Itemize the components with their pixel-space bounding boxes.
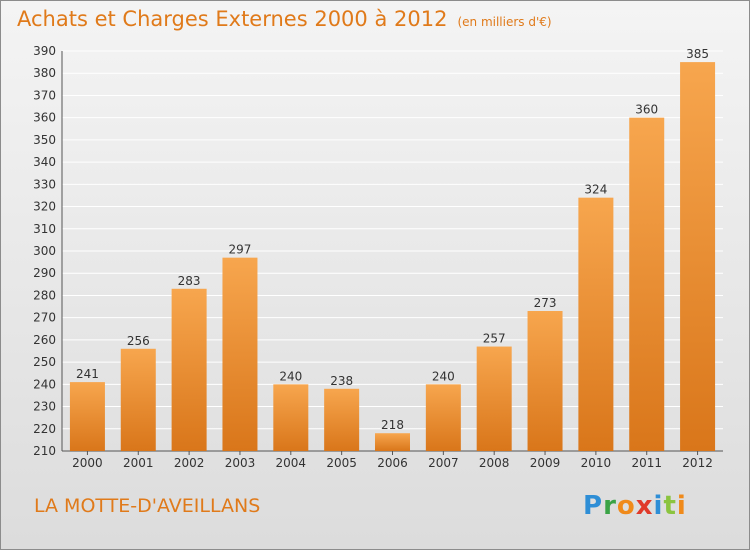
bar bbox=[476, 346, 512, 451]
data-label: 240 bbox=[432, 369, 455, 383]
x-tick-label: 2007 bbox=[428, 456, 459, 470]
data-label: 218 bbox=[381, 418, 404, 432]
logo-letter: r bbox=[603, 491, 617, 521]
x-tick-label: 2012 bbox=[682, 456, 713, 470]
commune-name: LA MOTTE-D'AVEILLANS bbox=[34, 495, 261, 517]
bar bbox=[324, 388, 360, 451]
x-tick-label: 2001 bbox=[123, 456, 154, 470]
data-label: 324 bbox=[584, 183, 607, 197]
bar bbox=[69, 382, 105, 451]
y-tick-label: 300 bbox=[33, 244, 56, 258]
bar bbox=[273, 384, 309, 451]
x-tick-label: 2006 bbox=[377, 456, 408, 470]
x-tick-labels: 2000 2001 2002 2003 2004 2005 2006 2007 2008 2009… bbox=[72, 451, 713, 470]
x-tick-label: 2000 bbox=[72, 456, 103, 470]
x-tick-label: 2004 bbox=[276, 456, 307, 470]
chart-title-text: Achats et Charges Externes 2000 à 2012 bbox=[17, 7, 448, 31]
data-label: 283 bbox=[178, 274, 201, 288]
data-label: 241 bbox=[76, 367, 99, 381]
y-tick-label: 390 bbox=[33, 44, 56, 58]
bar bbox=[578, 197, 614, 451]
data-labels: 241 256 283 297 240 238 218 240 257 273 324 360 385 bbox=[76, 47, 709, 432]
y-tick-label: 270 bbox=[33, 311, 56, 325]
y-tick-label: 310 bbox=[33, 222, 56, 236]
y-tick-label: 220 bbox=[33, 422, 56, 436]
y-tick-label: 210 bbox=[33, 444, 56, 458]
y-tick-label: 330 bbox=[33, 177, 56, 191]
logo-letter: x bbox=[635, 491, 654, 521]
chart-title: Achats et Charges Externes 2000 à 2012 (e… bbox=[17, 7, 552, 31]
x-tick-label: 2011 bbox=[631, 456, 662, 470]
chart-unit: (en milliers d'€) bbox=[457, 15, 552, 29]
data-label: 385 bbox=[686, 47, 709, 61]
y-tick-label: 320 bbox=[33, 200, 56, 214]
y-tick-label: 280 bbox=[33, 288, 56, 302]
y-tick-label: 370 bbox=[33, 88, 56, 102]
y-tick-labels: 210 220 230 240 250 260 270 280 290 300 310 320 330 3… bbox=[33, 44, 56, 458]
y-tick-label: 360 bbox=[33, 111, 56, 125]
bar bbox=[120, 348, 156, 451]
logo-letter: P bbox=[583, 491, 604, 521]
data-label: 256 bbox=[127, 334, 150, 348]
bars bbox=[69, 62, 716, 452]
bar bbox=[527, 311, 563, 451]
bar bbox=[425, 384, 461, 451]
y-tick-label: 340 bbox=[33, 155, 56, 169]
grid-lines bbox=[62, 50, 723, 452]
bar bbox=[222, 257, 258, 451]
y-tick-label: 350 bbox=[33, 133, 56, 147]
bar bbox=[629, 117, 665, 452]
y-tick-label: 240 bbox=[33, 377, 56, 391]
data-label: 273 bbox=[534, 296, 557, 310]
x-tick-label: 2010 bbox=[581, 456, 612, 470]
data-label: 297 bbox=[229, 243, 252, 257]
logo-letter: i bbox=[676, 491, 687, 521]
y-tick-label: 380 bbox=[33, 66, 56, 80]
logo-letter: t bbox=[663, 491, 677, 521]
data-label: 360 bbox=[635, 103, 658, 117]
logo-letter: o bbox=[616, 491, 636, 521]
x-tick-label: 2009 bbox=[530, 456, 561, 470]
x-tick-label: 2005 bbox=[326, 456, 357, 470]
y-tick-label: 250 bbox=[33, 355, 56, 369]
bar bbox=[680, 62, 716, 451]
data-label: 240 bbox=[279, 369, 302, 383]
logo-letter: i bbox=[653, 491, 664, 521]
x-tick-label: 2003 bbox=[225, 456, 256, 470]
y-tick-label: 260 bbox=[33, 333, 56, 347]
y-tick-label: 230 bbox=[33, 400, 56, 414]
data-label: 238 bbox=[330, 374, 353, 388]
data-label: 257 bbox=[483, 332, 506, 346]
bar bbox=[375, 433, 410, 451]
x-tick-label: 2008 bbox=[479, 456, 510, 470]
y-tick-label: 290 bbox=[33, 266, 56, 280]
bar bbox=[171, 288, 207, 451]
x-tick-label: 2002 bbox=[174, 456, 205, 470]
proxiti-logo: Proxiti bbox=[583, 491, 687, 521]
